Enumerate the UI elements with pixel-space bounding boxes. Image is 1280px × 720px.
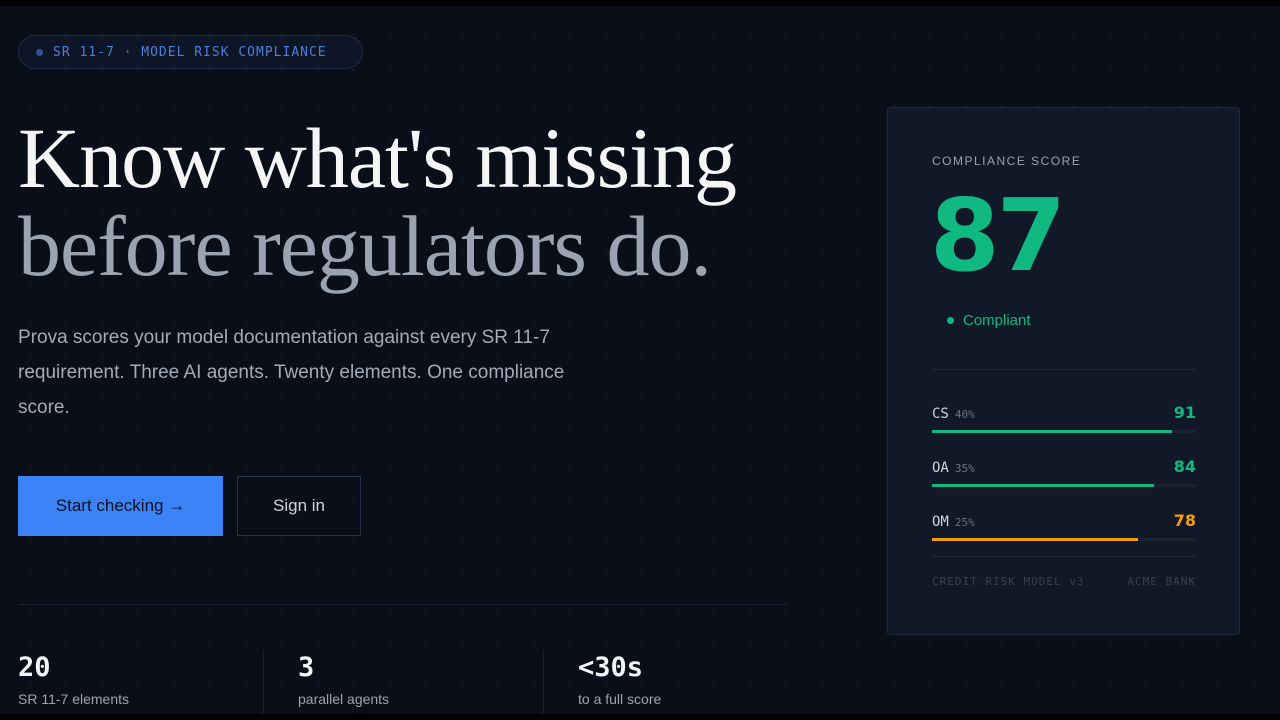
divider: [18, 604, 788, 605]
score-label: COMPLIANCE SCORE: [932, 154, 1082, 168]
start-checking-button[interactable]: Start checking →: [18, 476, 223, 536]
score-row-cs: CS 40% 91: [932, 403, 1196, 433]
stat-value: <30s: [578, 652, 644, 683]
hero-description: Prova scores your model documentation ag…: [18, 327, 565, 418]
row-weight: 40%: [954, 408, 975, 421]
headline-line-2: before regulators do.: [18, 198, 712, 294]
row-weight: 35%: [954, 462, 975, 475]
progress-fill: [932, 484, 1154, 487]
row-value: 84: [1173, 457, 1196, 476]
divider: [932, 556, 1196, 557]
divider: [932, 369, 1196, 370]
stat-label: parallel agents: [298, 691, 390, 707]
dot-icon: [36, 48, 43, 56]
row-value: 78: [1173, 511, 1196, 530]
compliance-score-card: COMPLIANCE SCORE 87 Compliant CS 40% 91 OA…: [887, 107, 1240, 635]
stat-label: to a full score: [578, 691, 662, 707]
stat-label: SR 11-7 elements: [18, 691, 130, 707]
progress-track: [932, 538, 1196, 541]
progress-fill: [932, 430, 1173, 433]
stat-value: 20: [18, 652, 51, 683]
row-name: CS: [932, 406, 949, 422]
progress-fill: [932, 538, 1138, 541]
org-name: ACME BANK: [1127, 575, 1196, 588]
stat-speed: <30s to a full score: [578, 652, 661, 714]
score-row-om: OM 25% 78: [932, 511, 1196, 541]
score-value: 87: [930, 177, 1066, 294]
divider: [543, 650, 544, 714]
stat-value: 3: [298, 652, 315, 683]
row-name: OA: [932, 460, 949, 476]
score-row-oa: OA 35% 84: [932, 457, 1196, 487]
headline-line-1: Know what's missing: [18, 110, 737, 206]
sign-in-button[interactable]: Sign in: [237, 476, 361, 536]
progress-track: [932, 430, 1196, 433]
compliance-badge: SR 11-7 · MODEL RISK COMPLIANCE: [18, 35, 363, 69]
row-weight: 25%: [954, 516, 975, 529]
model-name: CREDIT RISK MODEL v3: [932, 575, 1085, 588]
row-name: OM: [932, 514, 949, 530]
status-text: Compliant: [963, 312, 1031, 329]
hero-headline: Know what's missing before regulators do.: [18, 110, 737, 294]
row-value: 91: [1173, 403, 1196, 422]
badge-text: SR 11-7 · MODEL RISK COMPLIANCE: [53, 44, 327, 60]
landing-page: SR 11-7 · MODEL RISK COMPLIANCE Know wha…: [0, 6, 1280, 714]
status-dot-icon: [947, 317, 954, 324]
divider: [263, 650, 264, 714]
stat-elements: 20 SR 11-7 elements: [18, 652, 129, 714]
stat-agents: 3 parallel agents: [298, 652, 389, 714]
progress-track: [932, 484, 1196, 487]
card-footer: CREDIT RISK MODEL v3 ACME BANK: [932, 575, 1196, 588]
status-badge: Compliant: [947, 312, 1031, 329]
